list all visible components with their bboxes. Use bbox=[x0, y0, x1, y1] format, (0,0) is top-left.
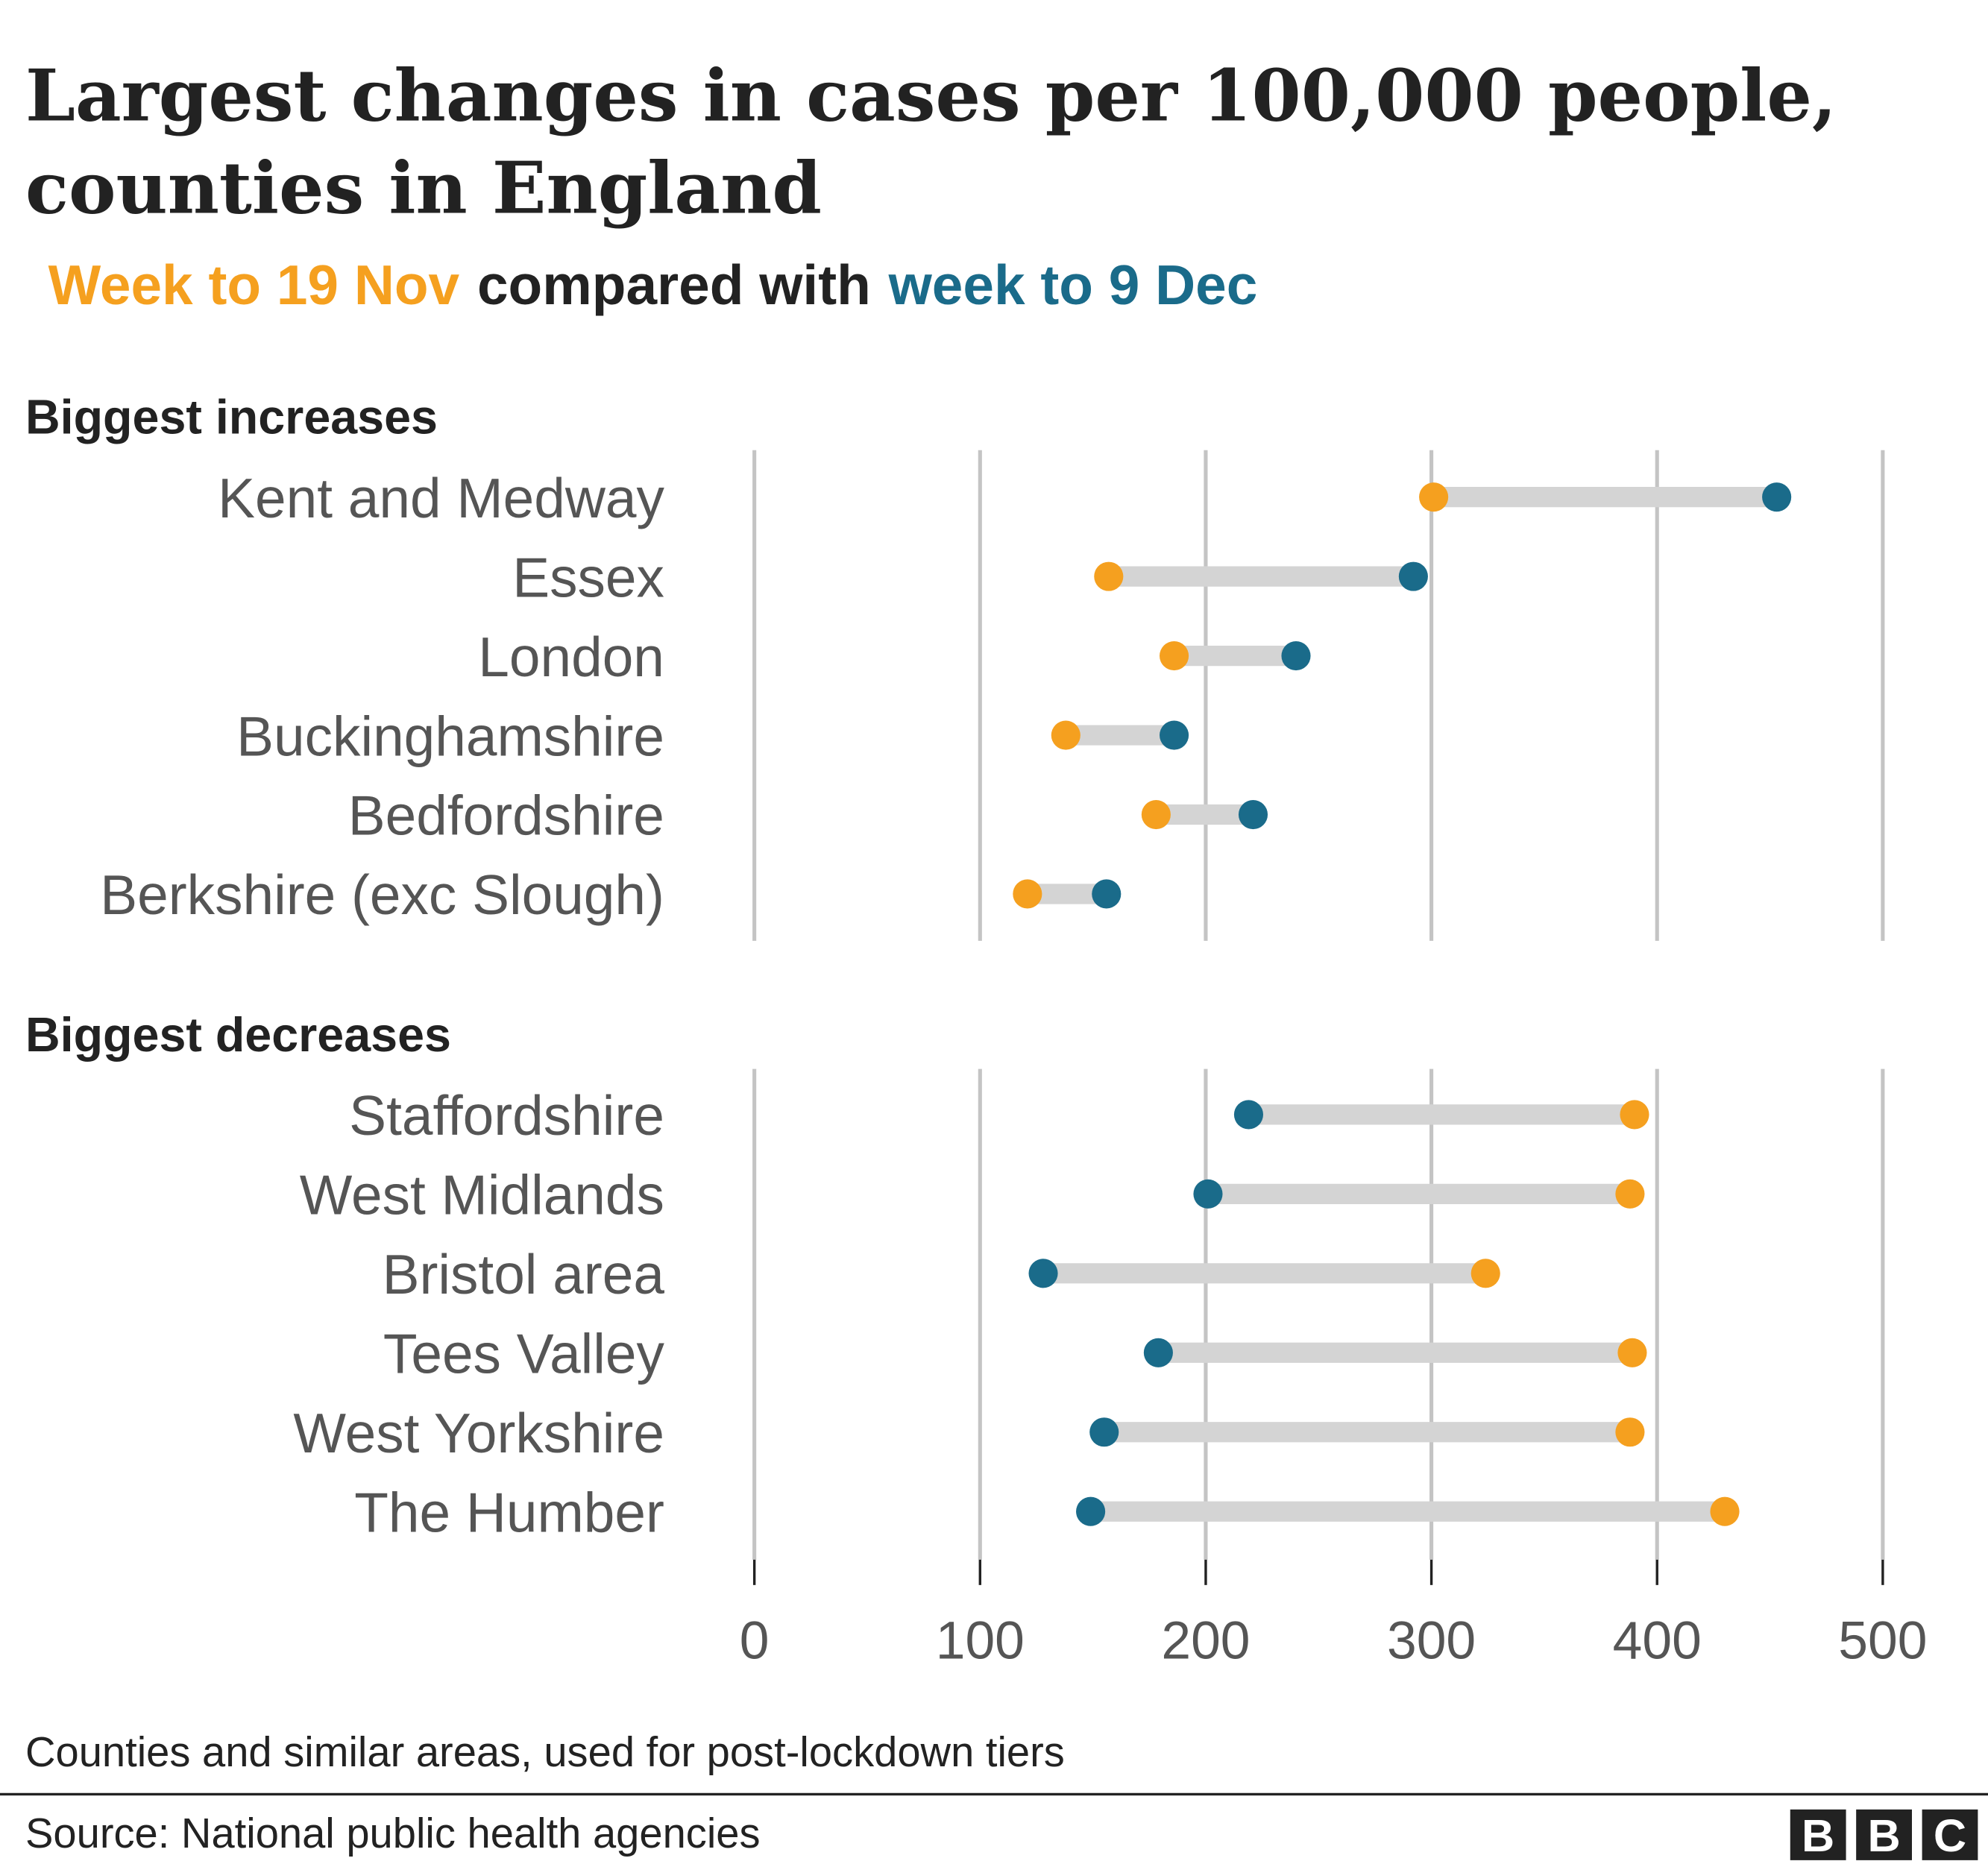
x-tick-label: 0 bbox=[740, 1610, 770, 1670]
dot bbox=[1013, 879, 1042, 909]
x-tick-label: 200 bbox=[1161, 1610, 1250, 1670]
dot bbox=[1617, 1338, 1647, 1367]
dot bbox=[1615, 1179, 1645, 1209]
legend-entry: Week to 19 Nov bbox=[48, 254, 460, 316]
dot bbox=[1193, 1179, 1223, 1209]
dot bbox=[1710, 1496, 1740, 1526]
panel-title: Biggest decreases bbox=[25, 1008, 451, 1062]
category-label: West Yorkshire bbox=[293, 1402, 664, 1464]
dot bbox=[1160, 641, 1189, 671]
panel-title: Biggest increases bbox=[25, 391, 438, 444]
category-label: Staffordshire bbox=[349, 1084, 664, 1147]
dot bbox=[1419, 482, 1449, 512]
x-tick-label: 100 bbox=[936, 1610, 1025, 1670]
category-label: Bedfordshire bbox=[348, 784, 664, 847]
title-line: counties in England bbox=[25, 148, 822, 230]
legend-entry: week to 9 Dec bbox=[888, 254, 1258, 316]
dot bbox=[1233, 1100, 1263, 1130]
logo-letter: B bbox=[1867, 1810, 1900, 1861]
logo-letter: B bbox=[1802, 1810, 1834, 1861]
logo-box bbox=[1856, 1809, 1912, 1860]
category-label: Essex bbox=[512, 546, 664, 608]
note: Counties and similar areas, used for pos… bbox=[25, 1728, 1065, 1775]
logo: B B C bbox=[1790, 1809, 1978, 1861]
x-tick-label: 300 bbox=[1387, 1610, 1476, 1670]
category-label: London bbox=[478, 626, 664, 688]
dot bbox=[1028, 1259, 1058, 1288]
category-label: Tees Valley bbox=[383, 1322, 665, 1385]
category-label: Berkshire (exc Slough) bbox=[100, 863, 664, 926]
category-label: The Humber bbox=[354, 1481, 664, 1543]
dot bbox=[1398, 561, 1428, 591]
dot bbox=[1092, 879, 1122, 909]
dot bbox=[1470, 1259, 1500, 1288]
dot bbox=[1160, 720, 1189, 750]
dot bbox=[1281, 641, 1311, 671]
logo-letter: C bbox=[1934, 1810, 1966, 1861]
dot bbox=[1620, 1100, 1649, 1130]
dot bbox=[1051, 720, 1080, 750]
x-tick-label: 500 bbox=[1838, 1610, 1927, 1670]
category-label: Bristol area bbox=[383, 1243, 665, 1306]
dot bbox=[1076, 1496, 1106, 1526]
title-line: Largest changes in cases per 100,000 peo… bbox=[25, 55, 1837, 138]
category-label: Buckinghamshire bbox=[236, 705, 664, 767]
dot bbox=[1615, 1417, 1645, 1447]
x-tick-label: 400 bbox=[1613, 1610, 1702, 1670]
logo-box bbox=[1922, 1809, 1978, 1860]
dot bbox=[1089, 1417, 1119, 1447]
dot bbox=[1094, 561, 1124, 591]
dot bbox=[1762, 482, 1792, 512]
category-label: Kent and Medway bbox=[218, 467, 664, 529]
dot bbox=[1238, 799, 1268, 830]
subtitle: Week to 19 Nov compared with week to 9 Dec bbox=[48, 254, 1258, 316]
subtitle-joiner: compared with bbox=[477, 254, 871, 316]
dot bbox=[1141, 799, 1171, 830]
logo-box bbox=[1790, 1809, 1846, 1860]
category-label: West Midlands bbox=[300, 1164, 664, 1227]
dot bbox=[1143, 1338, 1173, 1367]
source: Source: National public health agencies bbox=[25, 1810, 761, 1857]
